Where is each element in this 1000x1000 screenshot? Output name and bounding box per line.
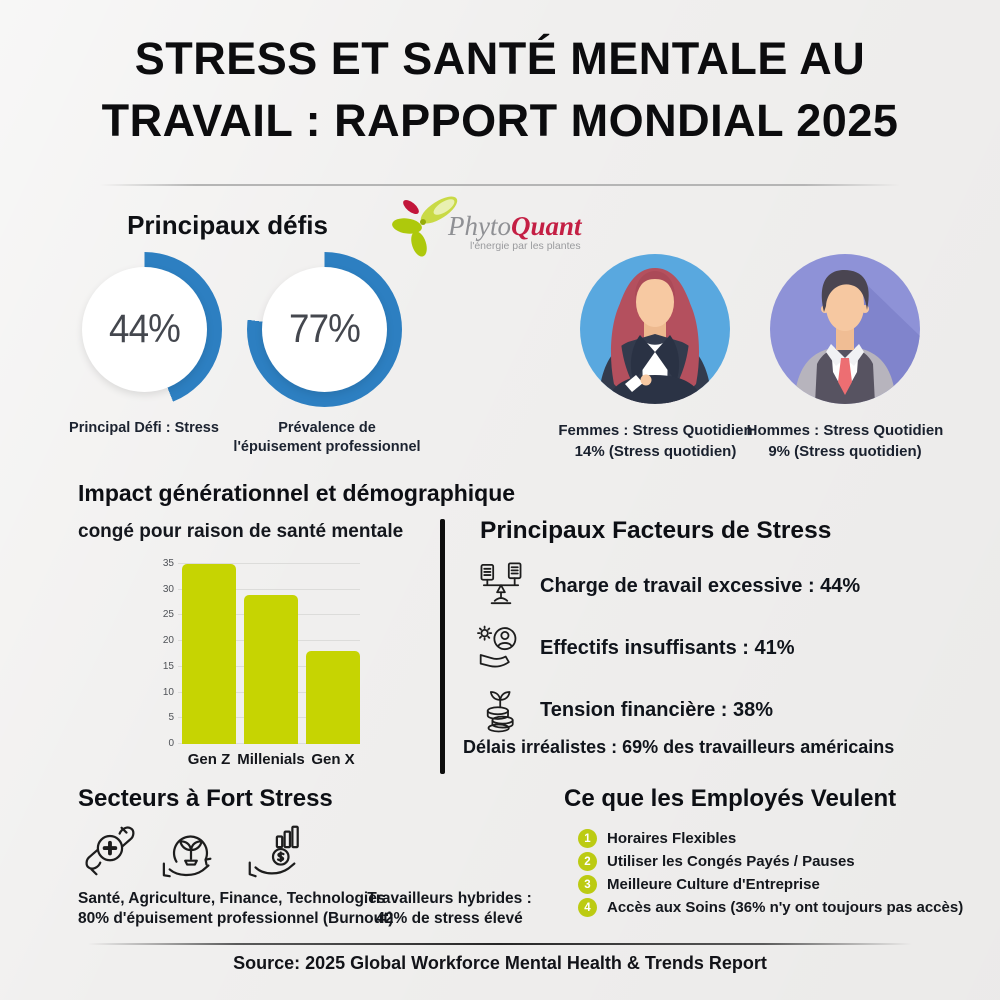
male-avatar bbox=[770, 254, 920, 404]
donut-burnout-value: 77% bbox=[289, 307, 361, 351]
want-label-2: Utiliser les Congés Payés / Pauses bbox=[607, 853, 855, 870]
factor-row-understaffed: Effectifs insuffisants : 41% bbox=[476, 620, 976, 676]
donut-chart-stress: 44% bbox=[67, 252, 222, 407]
svg-text:PhytoQuant: PhytoQuant bbox=[447, 211, 583, 241]
hybrid-line1: Travailleurs hybrides : bbox=[367, 890, 532, 907]
challenges-heading: Principaux défis bbox=[127, 210, 328, 240]
footer-divider bbox=[88, 943, 912, 945]
generational-subheading: congé pour raison de santé mentale bbox=[78, 521, 404, 542]
female-caption-line2: 14% (Stress quotidien) bbox=[574, 443, 737, 460]
source-text: Source: 2025 Global Workforce Mental Hea… bbox=[233, 953, 767, 973]
sectors-heading: Secteurs à Fort Stress bbox=[78, 785, 333, 812]
page-title-line2: TRAVAIL : RAPPORT MONDIAL 2025 bbox=[101, 95, 899, 146]
bar-gen-x bbox=[306, 651, 360, 744]
phytoquant-flower-icon: PhytoQuant l'énergie par les plantes bbox=[392, 196, 583, 257]
want-item-2: 2 Utiliser les Congés Payés / Pauses bbox=[578, 850, 963, 873]
hybrid-line2: 42% de stress élevé bbox=[376, 910, 523, 927]
want-item-1: 1 Horaires Flexibles bbox=[578, 827, 963, 850]
male-caption: Hommes : Stress Quotidien 9% (Stress quo… bbox=[745, 420, 945, 462]
phytoquant-logo: PhytoQuant l'énergie par les plantes bbox=[392, 195, 588, 261]
want-label-1: Horaires Flexibles bbox=[607, 830, 737, 847]
y-axis-tick: 15 bbox=[162, 660, 174, 672]
male-avatar-illustration bbox=[794, 270, 920, 404]
want-label-4: Accès aux Soins (36% n'y ont toujours pa… bbox=[607, 899, 964, 916]
donut-burnout-caption: Prévalence de l'épuisement professionnel bbox=[233, 420, 421, 455]
logo-tagline: l'énergie par les plantes bbox=[470, 240, 581, 252]
y-axis-tick: 35 bbox=[162, 558, 174, 569]
gridline bbox=[178, 588, 360, 590]
generational-heading: Impact générationnel et démographique bbox=[78, 480, 516, 506]
understaffed-icon bbox=[477, 625, 517, 668]
x-axis-category-label: Gen Z bbox=[187, 751, 231, 768]
want-item-3: 3 Meilleure Culture d'Entreprise bbox=[578, 873, 963, 896]
wants-heading: Ce que les Employés Veulent bbox=[564, 785, 897, 812]
leave-bar-chart: 0 5 10 15 20 25 30 35 Gen Z Millenials Gen X bbox=[148, 558, 368, 768]
female-avatar bbox=[580, 254, 730, 404]
page-title-line1: STRESS ET SANTÉ MENTALE AU bbox=[134, 33, 866, 84]
header-divider bbox=[100, 184, 900, 186]
factor-row-financial: Tension financière : 38% bbox=[476, 682, 976, 738]
donut-stress-caption: Principal Défi : Stress bbox=[69, 420, 219, 436]
y-axis-tick: 25 bbox=[162, 609, 174, 621]
financial-strain-icon bbox=[486, 691, 514, 733]
stress-factors-heading: Principaux Facteurs de Stress bbox=[480, 517, 832, 544]
want-item-4: 4 Accès aux Soins (36% n'y ont toujours … bbox=[578, 896, 963, 919]
female-caption-line1: Femmes : Stress Quotidien bbox=[558, 422, 753, 439]
agriculture-sprout-icon bbox=[162, 835, 212, 878]
female-avatar-illustration bbox=[598, 268, 712, 404]
wants-list: 1 Horaires Flexibles 2 Utiliser les Cong… bbox=[578, 827, 963, 919]
female-caption: Femmes : Stress Quotidien 14% (Stress qu… bbox=[553, 420, 758, 462]
y-axis-tick: 30 bbox=[162, 583, 174, 595]
gridline bbox=[178, 563, 360, 564]
hybrid-workers-text: Travailleurs hybrides : 42% de stress él… bbox=[362, 889, 537, 929]
want-label-3: Meilleure Culture d'Entreprise bbox=[607, 876, 820, 893]
section-vertical-divider bbox=[440, 519, 445, 774]
sector-icons bbox=[78, 820, 304, 882]
want-badge-1: 1 bbox=[578, 829, 597, 848]
sectors-line2: 80% d'épuisement professionnel (Burnout) bbox=[78, 910, 394, 927]
sectors-text: Santé, Agriculture, Finance, Technologie… bbox=[78, 889, 393, 929]
donut-chart-burnout: 77% bbox=[247, 252, 402, 407]
finance-hand-coin-icon bbox=[248, 825, 299, 878]
page-title: STRESS ET SANTÉ MENTALE AU TRAVAIL : RAP… bbox=[0, 28, 1000, 152]
y-axis-tick: 0 bbox=[168, 738, 174, 749]
x-axis-category-label: Millenials bbox=[237, 751, 305, 768]
logo-quant-text: Quant bbox=[511, 211, 583, 241]
bar-chart-plot: 0 5 10 15 20 25 30 35 Gen Z Millenials Gen X bbox=[163, 558, 360, 768]
factor-financial-label: Tension financière : 38% bbox=[540, 698, 774, 721]
factor-workload-label: Charge de travail excessive : 44% bbox=[540, 574, 861, 597]
y-axis-tick: 20 bbox=[162, 635, 174, 647]
male-caption-line2: 9% (Stress quotidien) bbox=[768, 443, 922, 460]
sectors-line1: Santé, Agriculture, Finance, Technologie… bbox=[78, 890, 386, 907]
logo-phyto-text: Phyto bbox=[447, 211, 511, 241]
factor-row-workload: Charge de travail excessive : 44% bbox=[476, 558, 976, 614]
bar-millenials bbox=[244, 594, 298, 744]
deadlines-footnote: Délais irréalistes : 69% des travailleur… bbox=[463, 737, 895, 757]
y-axis-tick: 5 bbox=[168, 712, 174, 724]
factor-understaffed-label: Effectifs insuffisants : 41% bbox=[540, 636, 795, 659]
health-hands-icon bbox=[85, 826, 135, 876]
want-badge-4: 4 bbox=[578, 898, 597, 917]
male-caption-line1: Hommes : Stress Quotidien bbox=[746, 422, 944, 439]
x-axis-category-label: Gen X bbox=[311, 751, 355, 768]
bar-gen-z bbox=[182, 564, 236, 744]
want-badge-2: 2 bbox=[578, 852, 597, 871]
want-badge-3: 3 bbox=[578, 875, 597, 894]
donut-stress-value: 44% bbox=[109, 307, 181, 351]
workload-scale-icon bbox=[480, 562, 522, 605]
y-axis-tick: 10 bbox=[162, 686, 174, 698]
